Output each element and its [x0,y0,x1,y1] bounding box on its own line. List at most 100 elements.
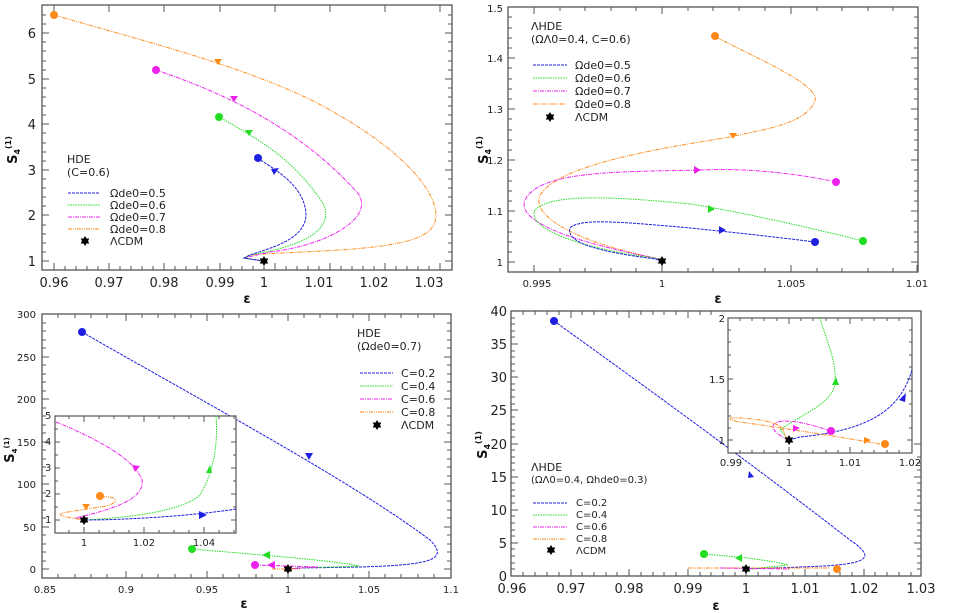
inset-y-tick-label: 3 [45,463,51,474]
x-axis-label: ε [712,599,719,613]
plot-frame [507,6,919,273]
svg-text:S4(1): S4(1) [474,431,492,459]
inset-x-tick-label: 1.04 [193,538,215,549]
legend-label: Ωde0=0.8 [575,98,631,111]
curve-omega-06 [218,116,327,262]
legend-label: C=0.2 [401,367,435,380]
inset-curve-c02 [788,369,913,441]
x-tick-label: 1.02 [360,276,389,291]
inset-y-tick-label: 4 [45,437,51,448]
start-dot-c06 [251,561,259,569]
curve-c06 [719,567,791,570]
y-tick-label: 4 [28,118,36,133]
curve-omega-08 [538,36,816,262]
x-tick-label: 1.01 [305,276,334,291]
curve-c04 [191,548,360,570]
arrow-icon [245,130,253,136]
arrow-icon [230,96,238,102]
curve-omega-06 [533,197,864,262]
inset-curve-c08 [59,496,116,521]
y-tick-label: 6 [28,27,36,42]
model-annotation: HDE [67,153,91,166]
inset-frame [727,317,913,454]
inset-x-tick-label: 1 [81,538,87,549]
legend: C=0.2 C=0.4 C=0.6 C=0.8 ΛCDM [360,367,435,432]
legend-label: Ωde0=0.5 [575,59,631,72]
panel-hde-c06: 0.96 0.97 0.98 0.99 1 1.01 1.02 1.03 1 2… [4,4,453,307]
legend-label: C=0.6 [576,522,607,533]
inset-y-tick-label: 5 [45,411,51,422]
x-tick-label: 1.05 [358,585,380,596]
start-dot-omega-06 [215,113,223,121]
model-params: (Ωde0=0.7) [357,340,421,353]
legend-label: Ωde0=0.5 [110,187,166,200]
y-tick-label: 1 [497,258,503,269]
x-tick-labels: 0.96 0.97 0.98 0.99 1 1.01 1.02 1.03 [498,582,936,597]
y-axis-label: S4(1) [475,136,493,164]
legend-label: C=0.8 [576,534,607,545]
svg-text:S4(1): S4(1) [4,136,22,164]
arrow-icon [206,465,212,473]
legend-label: Ωde0=0.8 [110,223,166,236]
panel-lhde-omega03: 0.96 0.97 0.98 0.99 1 1.01 1.02 1.03 0 5… [474,305,935,613]
x-tick-label: 0.96 [498,582,527,597]
y-tick-labels: 1 1.1 1.2 1.3 1.4 1.5 [487,4,503,269]
inset-y-tick-labels: 1 2 3 4 5 [45,411,51,526]
legend-label: C=0.4 [576,510,607,521]
y-tick-label: 10 [490,504,507,519]
legend: C=0.2 C=0.4 C=0.6 C=0.8 ΛCDM [533,498,607,557]
ticks [511,311,921,576]
inset-y-tick-label: 2 [45,489,51,500]
legend-label: Ωde0=0.6 [575,72,631,85]
arrow-icon [719,226,726,234]
arrow-icon [793,425,800,432]
curve-c04 [703,553,789,570]
y-tick-label: 25 [490,404,507,419]
x-tick-label: 0.9 [118,585,134,596]
model-params: (C=0.6) [67,166,110,179]
lcdm-star-icon [545,112,555,122]
legend: Ωde0=0.5 Ωde0=0.6 Ωde0=0.7 Ωde0=0.8 ΛCDM [68,187,166,248]
y-tick-label: 100 [17,480,36,491]
start-dot-omega-06 [859,237,867,245]
x-tick-label: 1.1 [443,585,459,596]
y-axis-label: S4(1) [474,431,492,459]
x-tick-label: 1 [659,279,665,290]
legend-label: C=0.4 [401,380,435,393]
y-tick-label: 1 [28,255,36,270]
y-tick-label: 1.5 [487,4,503,15]
x-tick-label: 1.03 [907,582,936,597]
ticks [508,7,918,272]
x-tick-label: 1.03 [415,276,444,291]
x-tick-label: 1.02 [850,582,879,597]
x-ticks [42,5,452,270]
arrow-icon [735,554,742,562]
arrow-icon [267,561,275,569]
x-tick-label: 0.995 [523,279,552,290]
y-tick-label: 1.4 [487,54,503,65]
x-tick-label: 1.005 [777,279,806,290]
legend-label: ΛCDM [401,419,434,432]
x-tick-label: 0.99 [674,582,703,597]
legend-label: C=0.8 [401,406,435,419]
curve-omega-05 [569,221,816,262]
inset-start-dot-c06 [827,427,835,435]
x-tick-label: 0.97 [95,276,124,291]
legend-label: Ωde0=0.7 [110,211,166,224]
legend-label: Ωde0=0.7 [575,85,631,98]
model-params: (ΩΛ0=0.4, Ωhde0=0.3) [531,475,648,486]
lcdm-star-icon [80,236,90,246]
arrow-icon [864,437,871,444]
start-dot-c08 [833,565,841,573]
curve-omega-05 [242,157,307,262]
arrow-icon [82,504,90,510]
inset-y-tick-label: 2 [719,314,725,325]
y-tick-label: 20 [490,438,507,453]
x-tick-label: 1 [285,585,291,596]
arrow-icon [305,453,313,460]
arrow-icon [748,471,754,478]
model-annotation: HDE [357,327,381,340]
y-axis-label: S4(1) [4,136,22,164]
panel-lhde-c06: 0.995 1 1.005 1.01 1 1.1 1.2 1.3 1.4 1.5… [475,4,928,307]
arrow-icon [214,59,222,65]
